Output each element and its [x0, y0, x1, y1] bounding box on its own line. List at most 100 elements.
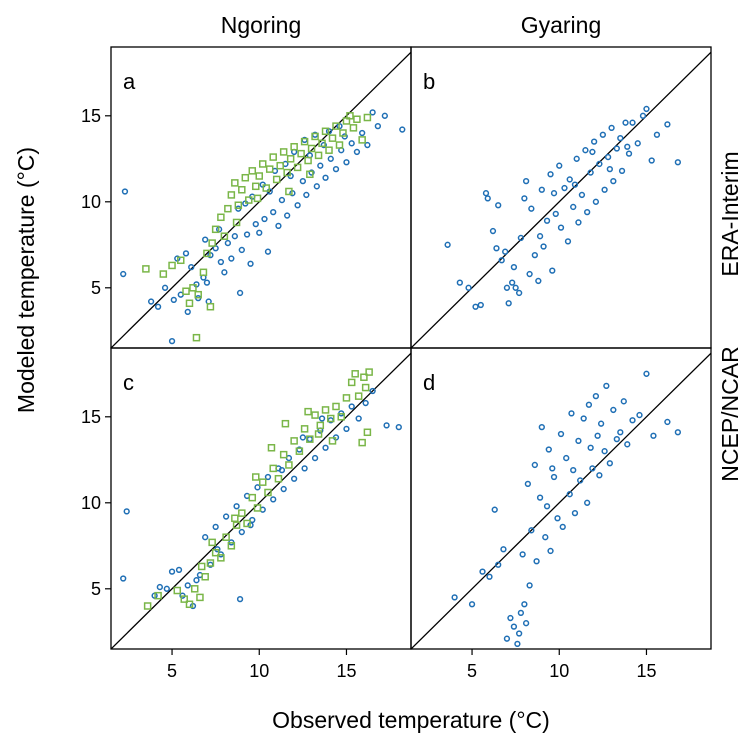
point-square-a-38	[307, 144, 316, 153]
point-circle-a-54	[399, 126, 406, 133]
point-circle-b-11	[503, 284, 511, 291]
point-circle-c-32	[311, 454, 319, 462]
point-circle-d-13	[521, 601, 528, 608]
point-circle-a-8	[168, 337, 176, 345]
x-tick-label-d-2: 15	[636, 661, 656, 681]
point-circle-a-33	[278, 196, 286, 204]
point-circle-a-20	[221, 269, 228, 276]
point-circle-c-30	[301, 465, 308, 472]
point-square-a-26	[265, 165, 274, 173]
point-square-a-14	[224, 204, 232, 213]
point-circle-a-21	[224, 239, 232, 247]
point-circle-b-44	[599, 131, 607, 138]
point-square-a-40	[314, 151, 323, 160]
point-square-a-55	[206, 302, 215, 311]
y-tick-label-a-2: 15	[81, 106, 101, 126]
point-circle-c-42	[369, 387, 376, 395]
point-circle-d-21	[542, 534, 549, 541]
point-circle-b-50	[617, 135, 624, 142]
point-circle-d-15	[524, 480, 532, 488]
y-tick-label-c-2: 15	[81, 407, 101, 427]
x-axis-title: Observed temperature (°C)	[272, 707, 550, 733]
point-square-c-48	[208, 538, 216, 547]
panel-letter-b: b	[423, 69, 435, 94]
point-circle-a-38	[303, 191, 310, 199]
point-circle-b-22	[535, 277, 542, 285]
point-circle-d-17	[531, 461, 538, 469]
point-square-c-17	[253, 504, 262, 512]
point-circle-a-47	[348, 140, 355, 147]
point-circle-b-37	[578, 191, 586, 199]
point-square-c-36	[351, 370, 359, 378]
point-square-c-2	[173, 586, 182, 595]
point-circle-d-43	[606, 460, 613, 467]
point-circle-a-7	[184, 308, 191, 316]
point-circle-d-2	[479, 568, 486, 575]
point-circle-c-6	[175, 566, 183, 574]
point-square-c-27	[306, 435, 314, 443]
point-circle-d-41	[601, 448, 608, 455]
point-circle-d-40	[597, 420, 605, 427]
tick-labels: 5 10 15 5 10 15 5 10 15 5 10 15	[81, 106, 657, 681]
point-circle-c-39	[348, 403, 355, 410]
point-square-a-51	[353, 115, 361, 123]
y-tick-label-a-1: 10	[81, 192, 101, 212]
point-circle-a-19	[217, 258, 225, 266]
y-axis-title: Modeled temperature (°C)	[13, 147, 39, 413]
point-square-c-24	[290, 437, 298, 445]
point-circle-b-8	[493, 245, 500, 252]
point-circle-d-25	[554, 515, 561, 522]
point-circle-c-3	[156, 583, 163, 591]
point-circle-d-55	[526, 582, 533, 589]
point-circle-d-48	[624, 441, 631, 448]
point-square-c-47	[231, 514, 239, 523]
point-square-a-22	[252, 182, 260, 191]
point-circle-b-58	[648, 157, 655, 164]
point-circle-d-28	[563, 454, 570, 462]
point-square-c-39	[365, 368, 373, 376]
point-circle-d-47	[620, 398, 627, 405]
point-square-a-50	[349, 124, 358, 132]
point-circle-b-18	[522, 178, 530, 185]
point-square-c-14	[238, 509, 246, 517]
point-circle-d-33	[577, 477, 584, 484]
point-circle-d-11	[515, 630, 523, 637]
point-circle-d-36	[587, 444, 594, 451]
point-square-c-35	[347, 378, 356, 387]
point-circle-b-20	[528, 205, 535, 212]
point-circle-d-22	[545, 446, 552, 453]
point-circle-c-49	[278, 466, 286, 474]
point-circle-c-31	[306, 436, 313, 443]
one-to-one-line-d	[411, 352, 711, 649]
x-tick-label-c-2: 15	[336, 661, 356, 681]
point-square-c-4	[185, 600, 194, 609]
point-square-a-29	[276, 161, 284, 170]
point-square-a-3	[177, 256, 185, 265]
point-square-c-44	[304, 407, 312, 416]
point-circle-c-11	[202, 534, 209, 541]
point-square-c-18	[258, 478, 267, 486]
point-square-c-31	[327, 414, 335, 423]
row-title-era-interim: ERA-Interim	[717, 151, 743, 276]
point-circle-a-4	[161, 284, 169, 291]
point-circle-a-40	[313, 183, 320, 190]
point-circle-d-7	[503, 635, 511, 642]
point-circle-b-29	[556, 162, 563, 169]
point-circle-b-67	[589, 148, 596, 156]
point-square-c-34	[342, 394, 351, 402]
point-circle-b-32	[564, 238, 572, 245]
point-square-a-46	[335, 141, 344, 149]
point-square-a-2	[168, 261, 176, 270]
point-square-a-17	[234, 201, 243, 209]
point-circle-d-51	[643, 370, 650, 377]
point-square-a-30	[279, 148, 288, 156]
row-title-ncep-ncar: NCEP/NCAR	[717, 346, 743, 481]
point-square-a-59	[306, 170, 314, 179]
point-circle-d-8	[507, 614, 514, 622]
point-square-c-45	[267, 444, 276, 452]
point-circle-d-24	[550, 473, 558, 481]
point-circle-b-62	[502, 248, 509, 255]
point-square-a-37	[304, 156, 312, 165]
point-circle-d-23	[547, 547, 554, 555]
point-square-c-20	[269, 464, 277, 473]
